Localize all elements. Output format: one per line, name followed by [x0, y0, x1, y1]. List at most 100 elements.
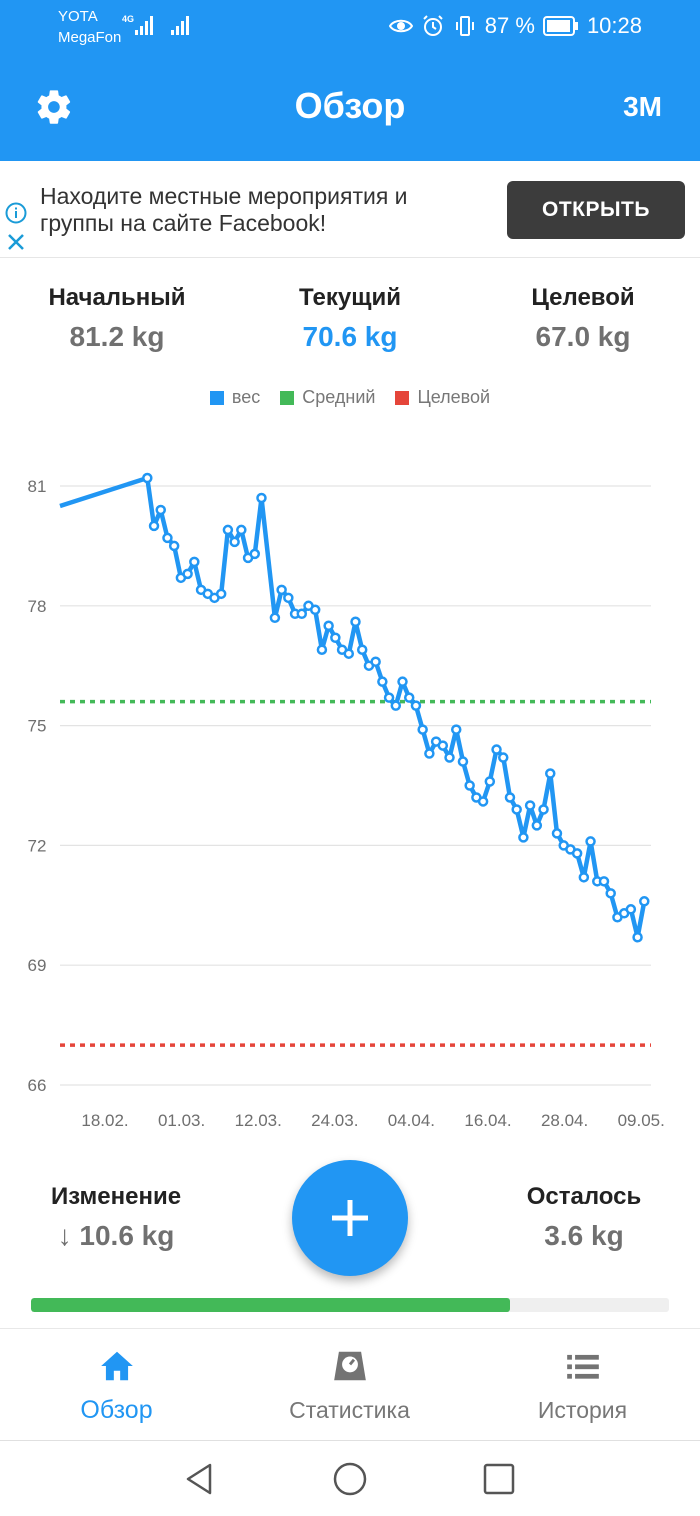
weight-data-point — [142, 472, 153, 484]
network-type: 4G — [122, 14, 135, 24]
weight-data-point — [437, 740, 449, 751]
weight-data-point — [323, 620, 334, 632]
weight-data-point — [403, 692, 415, 703]
weight-data-point — [370, 656, 381, 667]
current-weight-stat: Текущий 70.6 kg — [233, 283, 467, 355]
change-label: Изменение — [50, 1183, 182, 1210]
weight-data-point — [148, 520, 160, 532]
ad-banner[interactable]: Находите местные мероприятия и группы на… — [0, 161, 700, 258]
weight-data-point — [477, 796, 489, 807]
weight-data-point — [283, 592, 294, 604]
x-tick-label: 12.03. — [235, 1111, 282, 1130]
ad-text: Находите местные мероприятия и группы на… — [40, 183, 408, 236]
start-weight-stat: Начальный 81.2 kg — [0, 283, 234, 355]
home-circle-icon[interactable] — [332, 1461, 368, 1497]
ad-open-button[interactable]: ОТКРЫТЬ — [507, 181, 685, 239]
x-tick-label: 04.04. — [388, 1111, 435, 1130]
status-bar: YOTA MegaFon 4G 87 % — [0, 0, 700, 53]
weight-data-point — [162, 532, 173, 544]
chart-legend: вес Средний Целевой — [0, 387, 700, 408]
range-selector-button[interactable]: 3M — [623, 91, 662, 122]
signal-icon-2 — [171, 16, 189, 35]
nav-label-statistics: Статистика — [289, 1397, 410, 1423]
change-stat: Изменение ↓ 10.6 kg — [16, 1182, 216, 1254]
weight-data-point — [309, 604, 321, 616]
legend-item-average[interactable]: Средний — [280, 387, 375, 408]
signal-icon — [135, 16, 153, 35]
goal-progress-fill — [31, 1298, 510, 1312]
weight-data-point — [639, 896, 650, 907]
legend-label-weight: вес — [231, 387, 261, 407]
weight-data-point — [585, 836, 596, 847]
y-tick-label: 69 — [28, 956, 47, 975]
weight-data-point — [511, 804, 522, 815]
scale-icon — [334, 1351, 366, 1381]
carrier-2: MegaFon — [58, 29, 122, 46]
ad-close-icon[interactable] — [7, 233, 25, 251]
weight-data-point — [155, 504, 166, 516]
weight-data-point — [256, 492, 267, 504]
weight-data-point — [491, 744, 502, 755]
weight-data-point — [424, 748, 435, 759]
nav-item-statistics[interactable]: Статистика — [233, 1329, 466, 1441]
add-entry-button[interactable] — [292, 1160, 408, 1276]
battery-icon — [542, 16, 578, 36]
weight-data-point — [598, 876, 610, 887]
weight-data-point — [356, 644, 368, 655]
weight-data-point — [215, 588, 227, 600]
nav-label-overview: Обзор — [80, 1396, 153, 1424]
nav-label-history: История — [537, 1397, 628, 1423]
list-icon — [567, 1354, 599, 1379]
legend-swatch-average — [280, 390, 295, 405]
gear-icon[interactable] — [34, 87, 74, 127]
y-tick-label: 72 — [28, 836, 47, 855]
weight-data-point — [189, 556, 200, 568]
legend-swatch-weight — [209, 390, 224, 405]
weight-data-point — [605, 888, 616, 899]
nav-item-overview[interactable]: Обзор — [0, 1329, 233, 1441]
legend-item-weight[interactable]: вес — [209, 387, 261, 408]
x-tick-label: 24.03. — [311, 1111, 358, 1130]
weight-data-point — [249, 548, 261, 560]
goal-weight-label: Целевой — [531, 284, 635, 311]
weight-data-point — [504, 792, 516, 803]
weight-data-point — [444, 752, 455, 763]
weight-data-point — [350, 616, 361, 628]
weight-data-point — [450, 724, 462, 735]
weight-data-point — [276, 584, 287, 596]
weight-data-point — [632, 931, 643, 943]
ad-info-icon[interactable] — [5, 202, 27, 224]
weight-chart[interactable]: 81 78 75 72 69 66 18.02. 01.03. 12.03. 24.03. 04.0… — [0, 430, 700, 1140]
weight-data-point — [296, 608, 308, 620]
current-weight-label: Текущий — [299, 284, 401, 311]
legend-label-goal: Целевой — [417, 387, 491, 407]
eye-icon — [388, 19, 413, 33]
recents-icon[interactable] — [481, 1461, 517, 1497]
weight-data-point — [518, 832, 529, 843]
carrier-1: YOTA — [58, 8, 98, 25]
weight-data-point — [457, 756, 469, 767]
plus-icon — [332, 1200, 368, 1236]
remaining-stat: Осталось 3.6 kg — [484, 1182, 684, 1254]
weight-data-point — [538, 804, 549, 815]
start-weight-label: Начальный — [48, 284, 186, 311]
weight-data-point — [222, 524, 234, 536]
remaining-value: 3.6 kg — [544, 1220, 624, 1251]
goal-weight-stat: Целевой 67.0 kg — [466, 283, 700, 355]
weight-data-point — [410, 700, 422, 711]
back-icon[interactable] — [182, 1461, 218, 1497]
weight-data-point — [498, 752, 509, 763]
legend-item-goal[interactable]: Целевой — [395, 387, 490, 408]
battery-percent: 87 % — [484, 13, 535, 38]
weight-data-point — [390, 700, 402, 711]
clock: 10:28 — [586, 13, 642, 38]
x-tick-label: 18.02. — [81, 1111, 128, 1130]
x-tick-label: 28.04. — [541, 1111, 588, 1130]
start-weight-value: 81.2 kg — [69, 321, 165, 352]
goal-weight-value: 67.0 kg — [535, 321, 631, 352]
weight-data-point — [330, 632, 341, 643]
nav-item-history[interactable]: История — [466, 1329, 699, 1441]
goal-progress-bar — [31, 1298, 669, 1312]
status-right: 87 % 10:28 — [388, 13, 642, 39]
